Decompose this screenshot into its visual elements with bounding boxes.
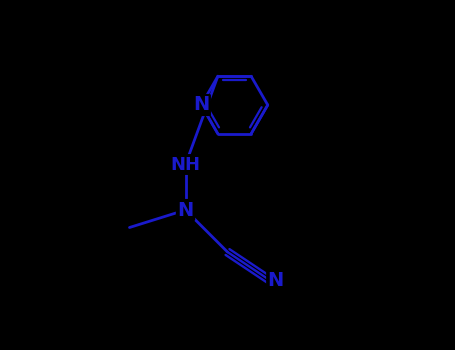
Text: NH: NH xyxy=(171,155,201,174)
Text: N: N xyxy=(193,96,209,114)
Text: N: N xyxy=(268,271,284,289)
Text: N: N xyxy=(177,201,194,219)
